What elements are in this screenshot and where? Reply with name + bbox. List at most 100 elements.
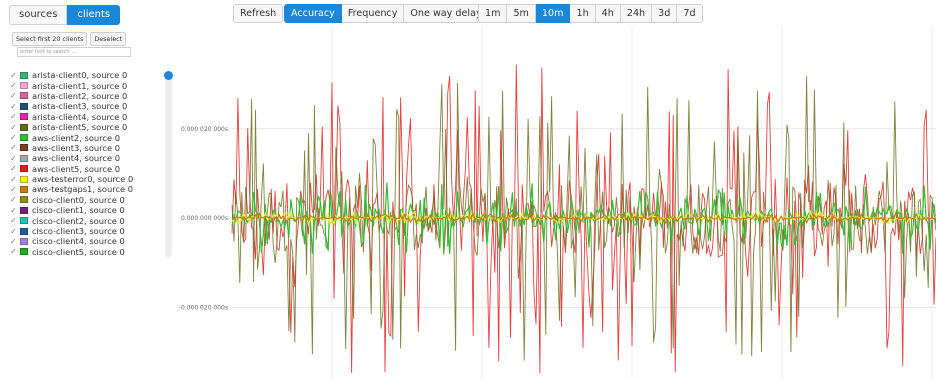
client-label: aws-client3, source 0: [32, 142, 120, 153]
y-tick-label: 0.000 000 000s: [181, 215, 228, 222]
mode-selector: Accuracy Frequency One way delay: [284, 4, 489, 23]
checkmark-icon: ✓: [10, 174, 17, 184]
selection-controls: Select first 20 clients Deselect: [12, 32, 127, 46]
client-list-item[interactable]: ✓ cisco-client0, source 0: [10, 195, 170, 205]
client-list-scroll-thumb[interactable]: [164, 71, 173, 80]
client-label: cisco-client5, source 0: [32, 246, 125, 257]
checkmark-icon: ✓: [10, 226, 17, 236]
client-list-item[interactable]: ✓ aws-client2, source 0: [10, 132, 170, 143]
range-10m-button[interactable]: 10m: [535, 4, 571, 23]
client-label: arista-client4, source 0: [32, 111, 128, 122]
client-label: cisco-client1, source 0: [32, 205, 125, 216]
series-color-swatch: [20, 237, 28, 245]
checkmark-icon: ✓: [10, 153, 17, 163]
series-color-swatch: [20, 102, 28, 110]
checkmark-icon: ✓: [10, 112, 17, 122]
mode-frequency-button[interactable]: Frequency: [341, 4, 405, 23]
range-3d-button[interactable]: 3d: [652, 4, 678, 23]
series-color-swatch: [20, 227, 28, 235]
client-label: aws-client2, source 0: [32, 132, 120, 143]
client-label: cisco-client3, source 0: [32, 226, 125, 237]
checkmark-icon: ✓: [10, 133, 17, 143]
y-tick-label: 0.000 020 000s: [181, 126, 228, 133]
client-label: aws-client4, source 0: [32, 153, 120, 164]
series-color-swatch: [20, 71, 28, 79]
checkmark-icon: ✓: [10, 184, 17, 194]
time-range-selector: 1m 5m 10m 1h 4h 24h 3d 7d: [478, 4, 703, 23]
client-list-item[interactable]: ✓ cisco-client2, source 0: [10, 215, 170, 226]
series-color-swatch: [20, 165, 28, 173]
tab-sources[interactable]: sources: [9, 5, 68, 25]
series-line: [231, 64, 936, 374]
client-label: arista-client1, source 0: [32, 80, 128, 91]
range-7d-button[interactable]: 7d: [677, 4, 703, 23]
client-label: arista-client5, source 0: [32, 122, 128, 133]
client-list-item[interactable]: ✓ cisco-client5, source 0: [10, 247, 170, 257]
refresh-group: Refresh: [233, 4, 284, 23]
client-list-item[interactable]: ✓ cisco-client1, source 0: [10, 205, 170, 215]
client-label: arista-client3, source 0: [32, 101, 128, 112]
mode-accuracy-button[interactable]: Accuracy: [284, 4, 342, 23]
client-label: arista-client2, source 0: [32, 90, 128, 101]
range-1h-button[interactable]: 1h: [570, 4, 596, 23]
client-list-item[interactable]: ✓ arista-client5, source 0: [10, 122, 170, 132]
range-1m-button[interactable]: 1m: [478, 4, 508, 23]
accuracy-chart: 0.000 020 000s 0.000 000 000s -0.000 020 0…: [179, 26, 936, 379]
checkmark-icon: ✓: [10, 101, 17, 111]
client-list-item[interactable]: ✓ arista-client3, source 0: [10, 101, 170, 111]
client-label: aws-client5, source 0: [32, 163, 120, 174]
client-label: cisco-client0, source 0: [32, 194, 125, 205]
refresh-button[interactable]: Refresh: [233, 4, 284, 23]
client-list-item[interactable]: ✓ arista-client0, source 0: [10, 70, 170, 80]
client-list-item[interactable]: ✓ arista-client4, source 0: [10, 112, 170, 122]
series-color-swatch: [20, 196, 28, 204]
series-color-swatch: [20, 248, 28, 256]
client-list-item[interactable]: ✓ aws-testerror0, source 0: [10, 174, 170, 184]
checkmark-icon: ✓: [10, 143, 17, 153]
series-color-swatch: [20, 92, 28, 100]
checkmark-icon: ✓: [10, 70, 17, 80]
client-label: aws-testgaps1, source 0: [32, 184, 134, 195]
client-list-item[interactable]: ✓ aws-client4, source 0: [10, 153, 170, 163]
client-list-item[interactable]: ✓ cisco-client3, source 0: [10, 226, 170, 236]
range-24h-button[interactable]: 24h: [620, 4, 653, 23]
client-list-item[interactable]: ✓ arista-client2, source 0: [10, 91, 170, 101]
range-5m-button[interactable]: 5m: [507, 4, 536, 23]
client-list: ✓ arista-client0, source 0 ✓ arista-client1…: [10, 70, 170, 258]
client-list-item[interactable]: ✓ aws-client5, source 0: [10, 164, 170, 174]
deselect-button[interactable]: Deselect: [90, 32, 127, 46]
client-label: arista-client0, source 0: [32, 70, 128, 81]
series-color-swatch: [20, 185, 28, 193]
checkmark-icon: ✓: [10, 91, 17, 101]
series-color-swatch: [20, 144, 28, 152]
client-list-scrollbar[interactable]: [165, 71, 172, 257]
series-color-swatch: [20, 206, 28, 214]
mode-one-way-delay-button[interactable]: One way delay: [404, 4, 489, 23]
series-line: [231, 76, 936, 361]
sidebar-tabs: sources clients: [9, 5, 121, 25]
client-list-item[interactable]: ✓ aws-testgaps1, source 0: [10, 184, 170, 194]
checkmark-icon: ✓: [10, 164, 17, 174]
tab-clients[interactable]: clients: [67, 5, 121, 25]
client-list-item[interactable]: ✓ aws-client3, source 0: [10, 143, 170, 153]
client-label: cisco-client4, source 0: [32, 236, 125, 247]
series-color-swatch: [20, 154, 28, 162]
client-label: aws-testerror0, source 0: [32, 174, 134, 185]
series-color-swatch: [20, 217, 28, 225]
checkmark-icon: ✓: [10, 122, 17, 132]
client-search-input[interactable]: enter text to search ...: [17, 47, 131, 57]
checkmark-icon: ✓: [10, 236, 17, 246]
range-4h-button[interactable]: 4h: [595, 4, 621, 23]
checkmark-icon: ✓: [10, 195, 17, 205]
series-color-swatch: [20, 123, 28, 131]
checkmark-icon: ✓: [10, 216, 17, 226]
client-label: cisco-client2, source 0: [32, 215, 125, 226]
checkmark-icon: ✓: [10, 81, 17, 91]
series-color-swatch: [20, 113, 28, 121]
select-first-20-button[interactable]: Select first 20 clients: [12, 32, 88, 46]
client-list-item[interactable]: ✓ arista-client1, source 0: [10, 80, 170, 91]
checkmark-icon: ✓: [10, 205, 17, 215]
series-color-swatch: [20, 134, 28, 142]
client-list-item[interactable]: ✓ cisco-client4, source 0: [10, 236, 170, 246]
series-line: [231, 211, 936, 224]
